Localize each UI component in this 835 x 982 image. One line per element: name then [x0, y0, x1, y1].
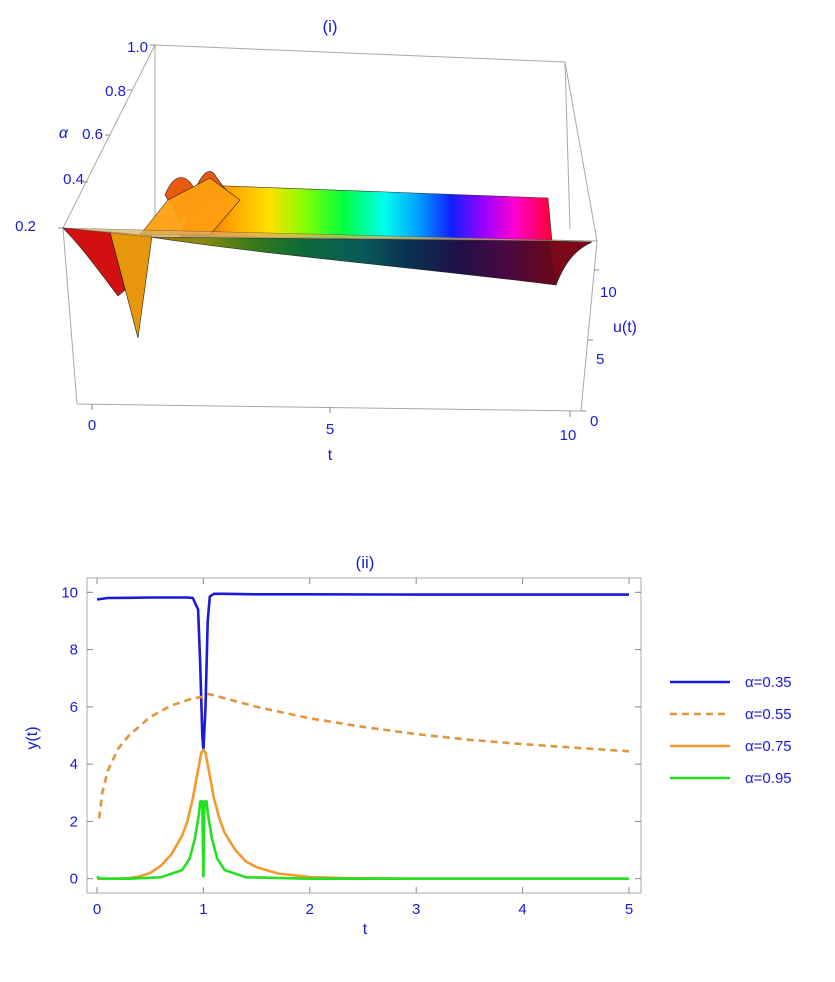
- y-tick-label: 8: [70, 642, 78, 659]
- u-axis: 0 5 10 u(t): [581, 269, 637, 430]
- x-axis: 0 1 2 3 4 5: [93, 578, 633, 918]
- surface-base-plane: [62, 227, 598, 242]
- line-chart-title: (ii): [356, 553, 375, 572]
- t-tick-label: 5: [326, 421, 334, 438]
- surface-dip-left: [62, 227, 126, 297]
- series-group: [96, 592, 630, 881]
- legend: α=0.35 α=0.55 α=0.75 α=0.95: [670, 674, 792, 787]
- y-tick-label: 0: [70, 871, 78, 888]
- surface-front-sheet: [149, 236, 557, 286]
- u-tick-label: 10: [600, 284, 617, 301]
- surface-right-edge: [547, 240, 593, 287]
- t-axis-label-3d: t: [328, 447, 333, 464]
- legend-label: α=0.35: [745, 674, 792, 691]
- t-tick-label: 10: [560, 427, 577, 444]
- y-tick-label: 4: [70, 756, 78, 773]
- y-axis-label: y(t): [24, 726, 41, 749]
- u-tick-label: 5: [596, 351, 604, 368]
- surface-plot-panel: (i) 1.0 0.8: [15, 17, 637, 464]
- alpha-tick-label: 1.0: [127, 39, 148, 56]
- x-axis-label: t: [363, 921, 368, 938]
- series-line: [97, 748, 629, 881]
- alpha-tick-label: 0.4: [63, 171, 84, 188]
- u-axis-label: u(t): [613, 319, 637, 336]
- u-tick-label: 0: [590, 413, 598, 430]
- surface-mesh: [62, 171, 598, 339]
- alpha-tick-label: 0.6: [82, 126, 103, 143]
- t-tick-label: 0: [88, 417, 96, 434]
- y-axis: 0 2 4 6 8 10: [61, 584, 641, 888]
- x-tick-label: 1: [199, 901, 207, 918]
- legend-label: α=0.95: [745, 770, 792, 787]
- surface-bounding-box: [62, 44, 598, 412]
- alpha-tick-label: 0.8: [105, 83, 126, 100]
- t-axis-3d: 0 5 10 t: [88, 404, 577, 464]
- plot-frame: [86, 577, 642, 894]
- x-tick-label: 3: [412, 901, 420, 918]
- alpha-axis-label: α: [59, 125, 69, 142]
- x-tick-label: 4: [518, 901, 526, 918]
- alpha-axis: 1.0 0.8 0.6 0.4 0.2 α: [15, 39, 155, 235]
- series-line: [96, 800, 629, 881]
- x-tick-label: 2: [306, 901, 314, 918]
- x-tick-label: 5: [625, 901, 633, 918]
- alpha-tick-label: 0.2: [15, 218, 36, 235]
- legend-label: α=0.75: [745, 738, 792, 755]
- y-tick-label: 10: [61, 584, 78, 601]
- y-tick-label: 2: [70, 813, 78, 830]
- series-line: [97, 692, 630, 819]
- surface-title: (i): [322, 17, 337, 36]
- y-tick-label: 6: [70, 699, 78, 716]
- legend-label: α=0.55: [745, 706, 792, 723]
- x-tick-label: 0: [93, 901, 101, 918]
